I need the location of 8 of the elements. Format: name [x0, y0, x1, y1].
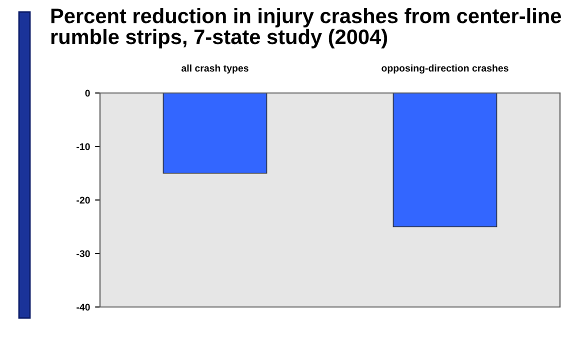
y-tick-label: -10 [76, 143, 90, 150]
y-tick-label: -30 [76, 250, 90, 258]
y-tick-label: -20 [76, 196, 90, 204]
y-tick-label: 0 [85, 90, 90, 97]
x-tick-label: all crash types [182, 64, 248, 74]
x-tick-label: opposing-direction crashes [382, 64, 508, 74]
chart-title: Percent reduction in injury crashes from center-line rumble strips, 7-state study (2004) [51, 8, 562, 48]
y-tick-label: -40 [76, 304, 90, 311]
